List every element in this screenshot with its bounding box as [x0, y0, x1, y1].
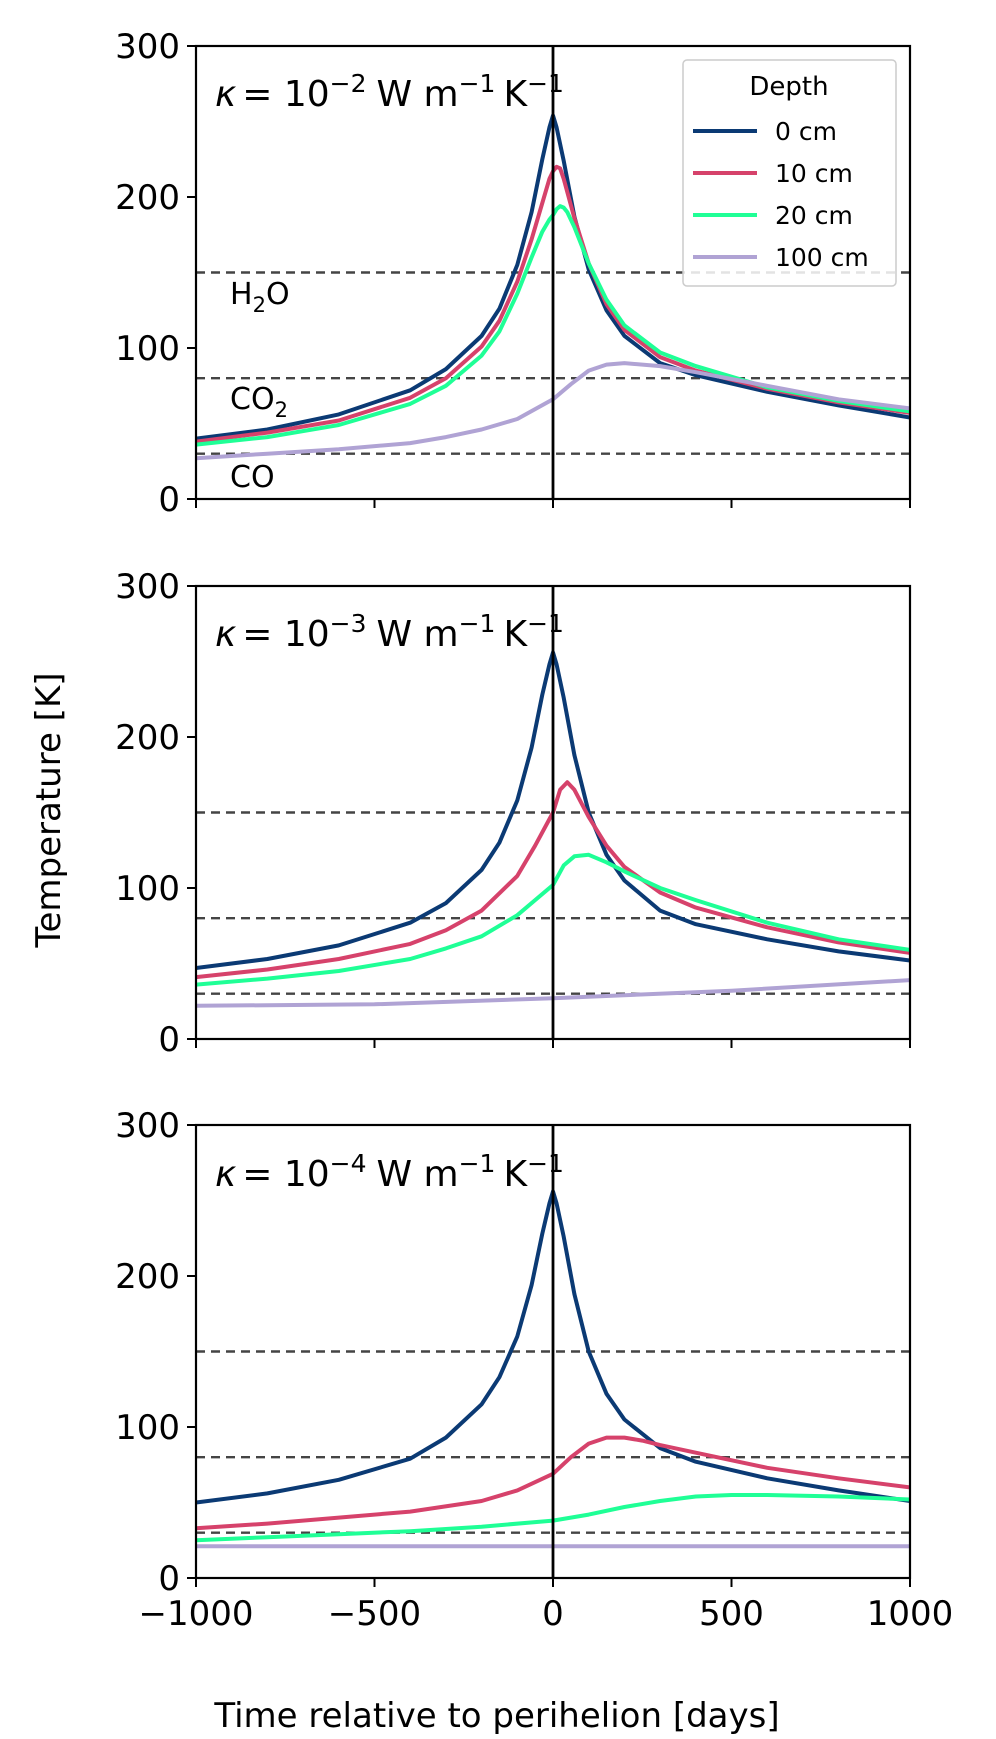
x-tick-label: 1000	[867, 1594, 954, 1634]
panel-kappa-1e-3: 0 100 200 300 κ = 10−3 W m−1 K−1	[115, 567, 912, 1060]
series-line-20-cm	[196, 852, 910, 987]
y-tick-labels: 0 100 200 300	[115, 567, 180, 1060]
h2o-label: H2O	[230, 277, 290, 317]
series-line-10-cm	[196, 164, 910, 444]
series-line-20-cm	[196, 1493, 910, 1543]
legend: Depth 0 cm 10 cm 20 cm 100 cm	[682, 59, 897, 287]
y-tick-label: 200	[115, 718, 180, 758]
series-line-100-cm	[196, 361, 910, 461]
y-axis-label: Temperature [K]	[29, 672, 69, 948]
legend-label-10-cm: 10 cm	[775, 159, 853, 188]
y-tick-labels: 0 100 200 300	[115, 27, 180, 520]
series-line-20-cm	[196, 204, 910, 447]
legend-label-0-cm: 0 cm	[775, 117, 837, 146]
x-axis-label: Time relative to perihelion [days]	[213, 1696, 779, 1736]
panel-kappa-1e-4: 0 100 200 300 −1000 −500 0 500 1000 κ = 10−4 W m−…	[115, 1106, 953, 1634]
y-tick-label: 300	[115, 567, 180, 607]
legend-label-20-cm: 20 cm	[775, 201, 853, 230]
legend-label-100-cm: 100 cm	[775, 243, 869, 272]
y-tick-labels: 0 100 200 300	[115, 1106, 180, 1599]
x-tick-label: −500	[328, 1594, 421, 1634]
co-label: CO	[230, 460, 275, 495]
legend-title: Depth	[749, 72, 828, 102]
y-tick-label: 0	[158, 1559, 180, 1599]
y-tick-label: 200	[115, 178, 180, 218]
x-tick-label: 0	[542, 1594, 564, 1634]
y-tick-label: 200	[115, 1257, 180, 1297]
panel-kappa-1e-2: 0 100 200 300 κ = 10−2 W m−1 K−1 H2O CO2 CO De…	[115, 27, 912, 520]
y-tick-label: 0	[158, 480, 180, 520]
legend-frame	[682, 59, 897, 287]
kappa-label: κ = 10−2 W m−1 K−1	[215, 69, 564, 115]
y-tick-label: 100	[115, 869, 180, 909]
x-tick-label: 500	[699, 1594, 764, 1634]
y-tick-label: 100	[115, 1408, 180, 1448]
x-tick-label: −1000	[138, 1594, 253, 1634]
y-tick-label: 100	[115, 329, 180, 369]
y-tick-label: 0	[158, 1020, 180, 1060]
co2-label: CO2	[230, 382, 288, 422]
y-tick-label: 300	[115, 1106, 180, 1146]
kappa-label: κ = 10−3 W m−1 K−1	[215, 609, 564, 655]
series-line-10-cm	[196, 1435, 910, 1531]
x-tick-labels: −1000 −500 0 500 1000	[138, 1594, 953, 1634]
kappa-label: κ = 10−4 W m−1 K−1	[215, 1149, 564, 1195]
y-tick-label: 300	[115, 27, 180, 67]
series-line-10-cm	[196, 780, 910, 980]
